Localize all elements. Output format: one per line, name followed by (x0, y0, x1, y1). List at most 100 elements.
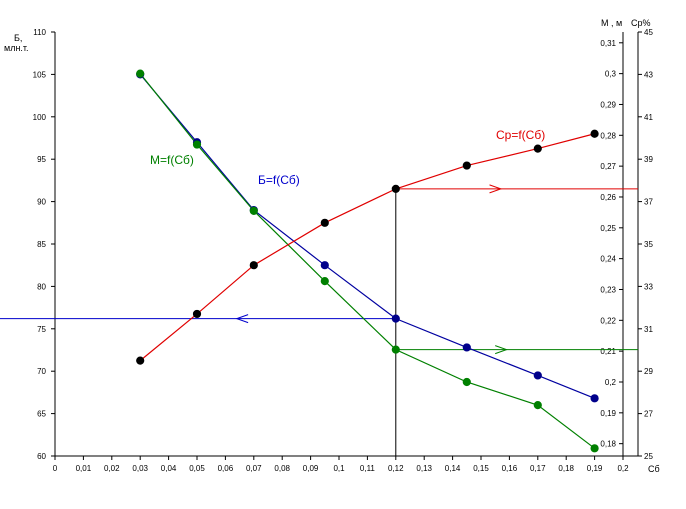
x-tick-label: 0,2 (617, 464, 629, 473)
legend-b: Б=f(Сб) (258, 173, 300, 187)
x-tick-label: 0,07 (246, 464, 262, 473)
y-m-tick-label: 0,25 (600, 224, 616, 233)
series-m-point (249, 206, 258, 215)
y-m-title: М , м (601, 18, 622, 28)
y-m-tick-label: 0,19 (600, 409, 616, 418)
y-left-title-line2: млн.т. (4, 43, 29, 53)
y-left-title-line1: Б, (14, 33, 22, 43)
y-m-tick-label: 0,28 (600, 131, 616, 140)
y-cp-tick-label: 25 (644, 452, 653, 461)
y-m-tick-label: 0,21 (600, 347, 616, 356)
legend-m: М=f(Сб) (150, 153, 194, 167)
x-tick-label: 0,01 (76, 464, 92, 473)
y-cp-tick-label: 29 (644, 367, 653, 376)
y-m-tick-label: 0,3 (605, 70, 617, 79)
x-tick-label: 0,06 (218, 464, 234, 473)
series-b-line (139, 74, 595, 399)
y-cp-tick-label: 37 (644, 198, 653, 207)
y-m-tick-label: 0,2 (605, 378, 617, 387)
m-guide-arrow (495, 345, 509, 355)
x-tick-label: 0,05 (189, 464, 205, 473)
x-tick-label: 0,12 (388, 464, 404, 473)
series-m-point (462, 377, 471, 387)
x-tick-label: 0 (53, 464, 58, 473)
b-guide-arrow (235, 314, 249, 324)
series-m-line (139, 73, 595, 449)
y-cp-axis-ticks: 25 27 29 31 33 35 37 39 41 43 45 (638, 28, 653, 461)
y-cp-tick-label: 41 (644, 113, 653, 122)
gridless-frame (54, 32, 639, 457)
y-left-axis-ticks: 60 65 70 75 80 85 90 95 100 105 110 (33, 28, 55, 461)
guide-lines (0, 184, 638, 456)
x-tick-label: 0,13 (416, 464, 432, 473)
series-markers (136, 69, 599, 453)
series-cp-point (192, 309, 202, 319)
y-cp-title: Ср% (631, 18, 651, 28)
series-m-point (391, 345, 400, 354)
y-cp-tick-label: 45 (644, 28, 653, 37)
y-m-tick-label: 0,31 (600, 39, 616, 48)
x-tick-label: 0,03 (132, 464, 148, 473)
y-left-tick-label: 110 (33, 28, 46, 37)
y-left-tick-label: 65 (37, 410, 46, 419)
series-m-point (192, 140, 202, 149)
y-m-tick-label: 0,27 (600, 162, 616, 171)
series-cp-point (249, 261, 258, 270)
y-m-tick-label: 0,23 (600, 285, 616, 294)
y-cp-tick-label: 33 (644, 282, 653, 291)
y-m-axis-ticks: 0,18 0,19 0,2 0,21 0,22 0,23 0,24 0,25 0,26 0,27 0… (600, 39, 623, 449)
y-left-tick-label: 105 (33, 70, 47, 79)
y-m-tick-label: 0,24 (600, 255, 616, 264)
series-m-point (136, 69, 145, 78)
series-cp-point (533, 144, 542, 153)
y-left-tick-label: 80 (37, 282, 46, 291)
series-cp-point (391, 184, 400, 193)
x-tick-label: 0,15 (473, 464, 489, 473)
x-tick-label: 0,14 (445, 464, 461, 473)
series-cp-point (462, 161, 471, 170)
y-left-tick-label: 70 (37, 367, 46, 376)
series-lines (139, 73, 595, 449)
series-b-point (533, 371, 542, 380)
x-tick-label: 0,11 (360, 464, 376, 473)
series-b-point (590, 394, 599, 403)
x-tick-label: 0,19 (587, 464, 603, 473)
y-cp-tick-label: 27 (644, 410, 653, 419)
legend-cp: Ср=f(Сб) (496, 128, 545, 142)
y-left-tick-label: 90 (37, 198, 46, 207)
y-left-tick-label: 100 (33, 113, 47, 122)
series-m-point (590, 444, 599, 453)
y-m-tick-label: 0,26 (600, 193, 616, 202)
y-left-tick-label: 95 (37, 155, 46, 164)
x-tick-label: 0,18 (558, 464, 574, 473)
x-tick-label: 0,02 (104, 464, 120, 473)
series-b-point (391, 314, 400, 323)
y-cp-tick-label: 43 (644, 70, 653, 79)
x-tick-label: 0,1 (333, 464, 345, 473)
series-cp-line (139, 133, 595, 362)
cp-guide-arrow (489, 184, 503, 194)
x-tick-label: 0,08 (274, 464, 290, 473)
y-left-tick-label: 60 (37, 452, 46, 461)
x-axis-ticks: 0 0,01 0,02 0,03 0,04 0,05 0,06 0,07 0,08 0,09 0,1… (53, 456, 629, 473)
series-m-point (533, 401, 542, 410)
x-tick-label: 0,09 (303, 464, 319, 473)
y-m-tick-label: 0,22 (600, 316, 616, 325)
y-left-tick-label: 75 (37, 325, 46, 334)
series-cp-point (136, 356, 145, 365)
series-cp-point (590, 129, 599, 138)
y-m-tick-label: 0,18 (600, 440, 616, 449)
x-tick-label: 0,16 (502, 464, 518, 473)
y-cp-tick-label: 35 (644, 240, 653, 249)
y-left-tick-label: 85 (37, 240, 46, 249)
x-tick-label: 0,17 (530, 464, 546, 473)
y-cp-tick-label: 39 (644, 155, 653, 164)
series-cp-point (320, 218, 329, 227)
series-m-point (320, 277, 329, 286)
series-b-point (462, 343, 471, 352)
series-b-point (320, 261, 329, 270)
x-axis-title: Сб (648, 464, 660, 474)
y-m-tick-label: 0,29 (600, 100, 616, 109)
x-tick-label: 0,04 (161, 464, 177, 473)
